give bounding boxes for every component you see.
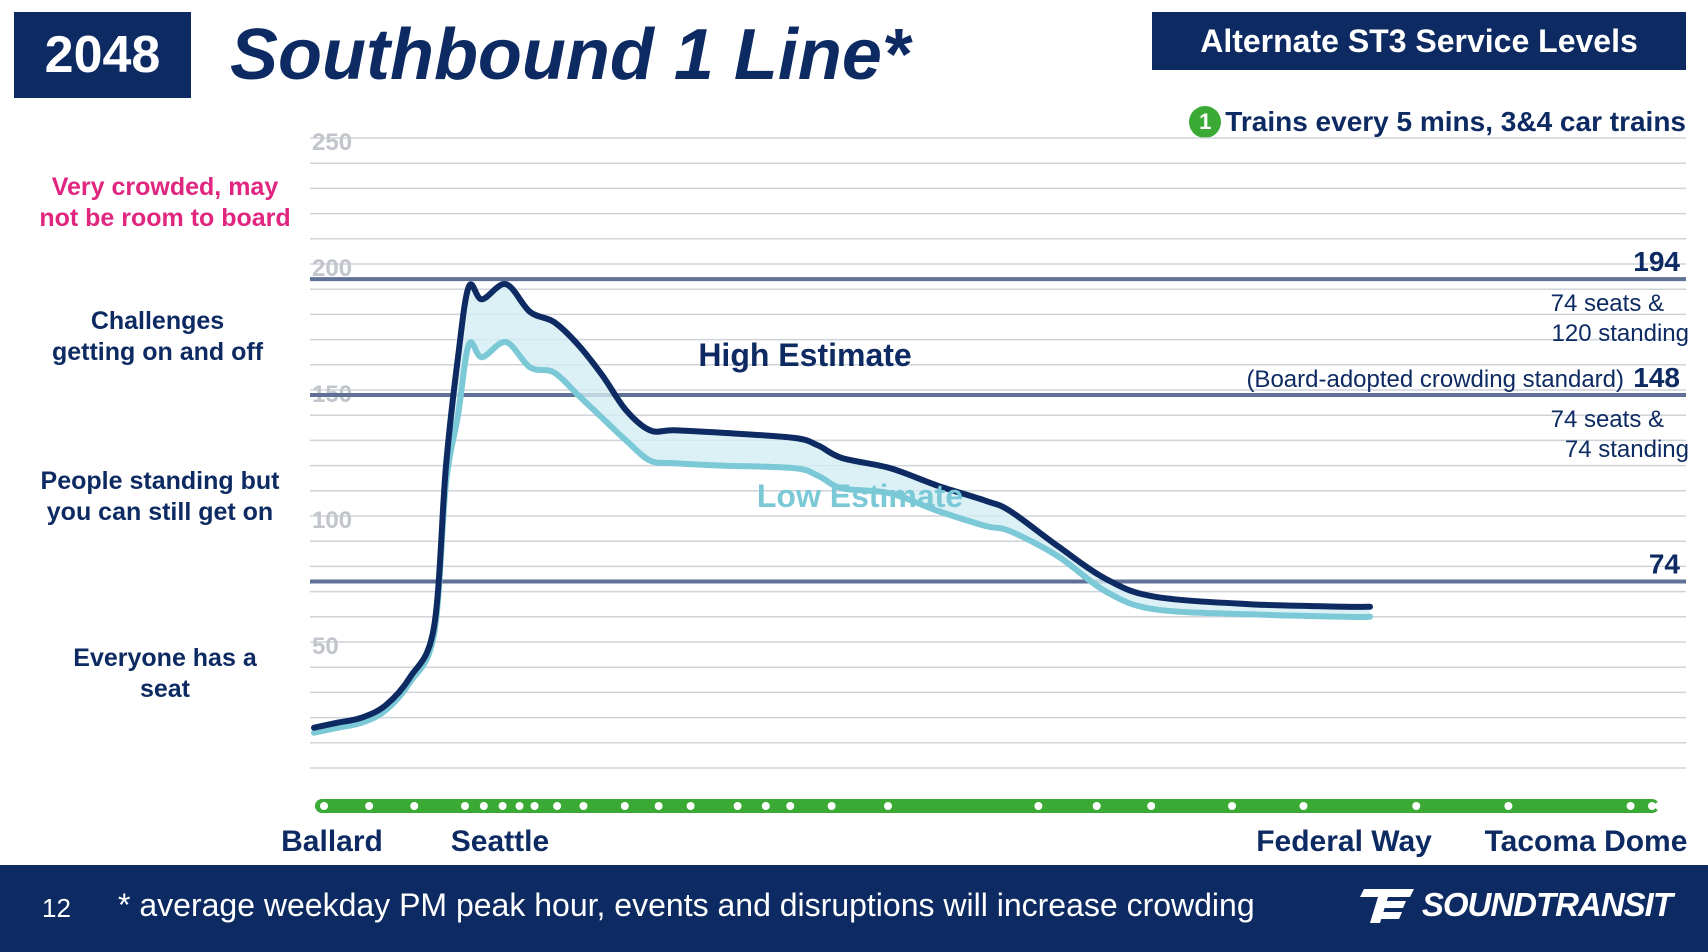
high-estimate-label: High Estimate bbox=[698, 337, 911, 373]
y-tick-label: 250 bbox=[312, 129, 352, 156]
band-everyone-seated: Everyone has a seat bbox=[20, 643, 310, 705]
station-dot bbox=[579, 802, 588, 810]
page-number: 12 bbox=[42, 893, 71, 923]
sound-transit-logo-icon bbox=[1359, 889, 1414, 923]
station-dot bbox=[1654, 802, 1663, 810]
alt-service-box: Alternate ST3 Service Levels bbox=[1152, 12, 1686, 70]
station-dot bbox=[1034, 802, 1043, 810]
low-estimate-label: Low Estimate bbox=[757, 478, 963, 514]
low-estimate-line bbox=[311, 339, 1373, 736]
logo-text: SOUNDTRANSIT bbox=[1421, 886, 1673, 923]
station-dot bbox=[1228, 802, 1237, 810]
reference-note-line: 120 standing bbox=[1552, 320, 1689, 347]
y-tick-label: 50 bbox=[312, 633, 339, 660]
station-dot bbox=[654, 802, 663, 810]
station-dot bbox=[827, 802, 836, 810]
station-dot bbox=[1412, 802, 1421, 810]
y-tick-label: 100 bbox=[312, 507, 352, 534]
service-level: 1 Trains every 5 mins, 3&4 car trains bbox=[1189, 106, 1686, 138]
reference-note-line: 74 standing bbox=[1565, 436, 1689, 463]
station-bar bbox=[315, 799, 1663, 813]
station-dot bbox=[761, 802, 770, 810]
station-dot bbox=[1648, 802, 1656, 810]
station-labels: Ballard Seattle Federal Way Tacoma Dome bbox=[281, 825, 1687, 858]
alt-service-label: Alternate ST3 Service Levels bbox=[1200, 22, 1638, 59]
station-dot bbox=[686, 802, 695, 810]
reference-line-label: 74 bbox=[1649, 549, 1681, 580]
station-label: Tacoma Dome bbox=[1485, 825, 1688, 858]
station-dot bbox=[1299, 802, 1308, 810]
band-text: seat bbox=[139, 675, 191, 703]
station-dot bbox=[553, 802, 562, 810]
station-dot bbox=[320, 802, 328, 810]
band-text: you can still get on bbox=[46, 498, 274, 526]
band-text: getting on and off bbox=[51, 338, 264, 366]
station-dot bbox=[620, 802, 629, 810]
station-dot bbox=[461, 802, 469, 810]
high-estimate-line bbox=[311, 281, 1373, 731]
station-dot bbox=[733, 802, 742, 810]
station-dot bbox=[786, 802, 795, 810]
band-standing: People standing but you can still get on bbox=[20, 466, 300, 528]
chart-grid bbox=[310, 137, 1686, 769]
station-dot bbox=[1092, 802, 1101, 810]
station-dot bbox=[515, 802, 524, 810]
service-number-icon: 1 bbox=[1189, 106, 1222, 138]
service-level-text: Trains every 5 mins, 3&4 car trains bbox=[1225, 106, 1686, 137]
footnote: * average weekday PM peak hour, events a… bbox=[118, 887, 1255, 923]
band-challenges: Challenges getting on and off bbox=[20, 306, 295, 368]
station-dot bbox=[365, 802, 374, 810]
station-dot bbox=[1504, 802, 1513, 810]
station-label: Ballard bbox=[281, 825, 383, 858]
reference-line-label: 194 bbox=[1633, 246, 1680, 277]
station-dot bbox=[479, 802, 488, 810]
band-text: Challenges bbox=[90, 307, 225, 335]
station-dot bbox=[530, 802, 539, 810]
year-badge: 2048 bbox=[14, 12, 191, 98]
station-dot bbox=[884, 802, 892, 810]
band-text: People standing but bbox=[40, 467, 280, 495]
band-text: not be room to board bbox=[39, 204, 291, 232]
station-label: Seattle bbox=[451, 825, 549, 858]
reference-note-line: 74 seats & bbox=[1551, 406, 1664, 433]
band-very-crowded: Very crowded, may not be room to board bbox=[20, 172, 310, 234]
reference-note-line: 74 seats & bbox=[1551, 290, 1664, 317]
sound-transit-logo: SOUNDTRANSIT bbox=[1358, 885, 1673, 925]
station-dot bbox=[410, 802, 419, 810]
reference-line-label: 148 bbox=[1633, 362, 1680, 393]
station-label: Federal Way bbox=[1256, 825, 1432, 858]
footer: 12 * average weekday PM peak hour, event… bbox=[0, 865, 1708, 952]
band-text: Very crowded, may bbox=[51, 173, 279, 201]
station-dot bbox=[1147, 802, 1156, 810]
year-label: 2048 bbox=[44, 26, 161, 84]
station-dot bbox=[1626, 802, 1635, 810]
page-title: Southbound 1 Line* bbox=[230, 15, 910, 95]
reference-lines: 194 74 seats & 120 standing 148 (Board-adopt… bbox=[310, 246, 1689, 584]
band-text: Everyone has a bbox=[73, 644, 257, 672]
station-dot bbox=[498, 802, 507, 810]
reference-line-prefix: (Board-adopted crowding standard) bbox=[1246, 366, 1624, 393]
